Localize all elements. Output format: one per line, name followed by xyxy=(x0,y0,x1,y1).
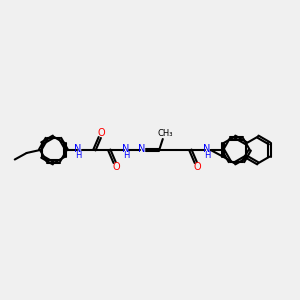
Text: N: N xyxy=(138,144,146,154)
Text: H: H xyxy=(123,151,129,160)
Text: H: H xyxy=(204,151,210,160)
Text: CH₃: CH₃ xyxy=(158,130,173,139)
Text: N: N xyxy=(203,144,211,154)
Text: O: O xyxy=(194,162,201,172)
Text: O: O xyxy=(112,162,120,172)
Text: N: N xyxy=(74,144,82,154)
Text: H: H xyxy=(75,151,82,160)
Text: N: N xyxy=(122,144,129,154)
Text: O: O xyxy=(98,128,105,138)
